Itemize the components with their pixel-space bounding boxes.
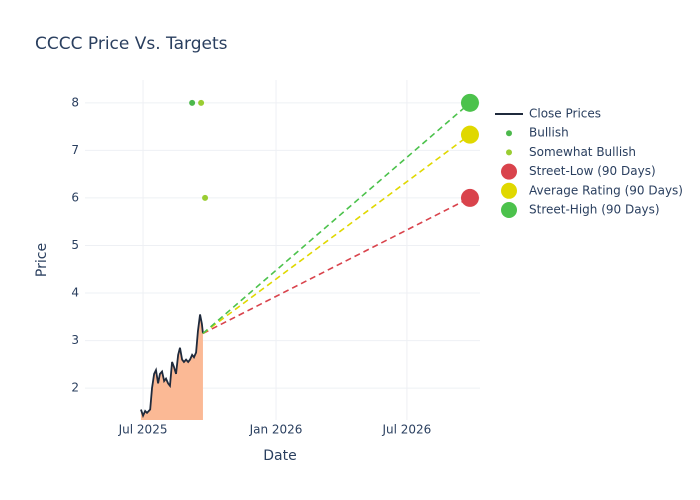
x-tick-label: Jul 2025: [118, 423, 168, 437]
target-point: [460, 93, 479, 112]
legend-swatch: [501, 163, 517, 180]
rating-point: [189, 99, 196, 106]
x-tick-label: Jan 2026: [249, 423, 303, 437]
x-tick-label: Jul 2026: [381, 423, 431, 437]
y-axis-title: Price: [34, 243, 50, 277]
y-tick-label: 7: [71, 143, 79, 157]
chart-title: CCCC Price Vs. Targets: [35, 34, 228, 54]
target-line: [202, 134, 471, 335]
target-line: [202, 197, 471, 335]
legend-swatch: [501, 202, 517, 218]
y-tick-label: 8: [71, 95, 79, 109]
legend-swatch: [501, 182, 517, 199]
target-line: [202, 102, 471, 335]
legend-swatch: [506, 149, 512, 156]
y-tick-label: 3: [71, 333, 79, 347]
target-point: [460, 188, 479, 207]
rating-point: [202, 194, 209, 201]
y-tick-label: 5: [71, 238, 79, 252]
legend-swatch: [506, 130, 512, 137]
y-tick-label: 2: [71, 381, 79, 395]
y-tick-label: 6: [71, 190, 79, 204]
price-line: [140, 314, 204, 419]
x-axis-title: Date: [263, 448, 296, 464]
legend-label: Somewhat Bullish: [529, 145, 636, 159]
y-tick-label: 4: [71, 286, 79, 300]
legend-label: Average Rating (90 Days): [529, 183, 683, 197]
rating-point: [198, 99, 205, 106]
legend-label: Street-Low (90 Days): [529, 164, 656, 178]
legend-label: Close Prices: [529, 107, 601, 121]
legend-label: Street-High (90 Days): [529, 203, 660, 217]
legend-label: Bullish: [529, 126, 569, 140]
target-point: [460, 125, 479, 144]
